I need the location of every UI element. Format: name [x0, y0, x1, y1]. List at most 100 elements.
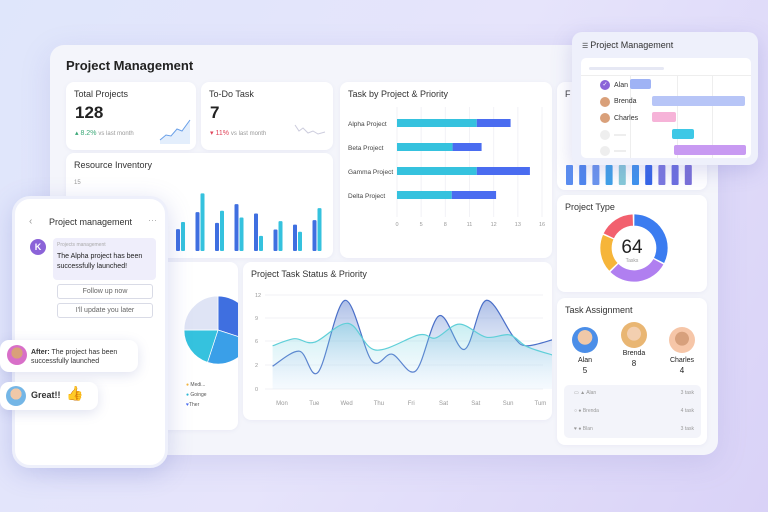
x-tick-label: Tue: [309, 401, 320, 407]
mini-bar: [592, 165, 600, 185]
donut-slice: [602, 213, 634, 240]
resource-bar: [278, 221, 283, 251]
person-count: 8: [631, 359, 637, 368]
follow-up-button[interactable]: Follow up now: [57, 284, 153, 299]
bar-segment: [397, 143, 453, 151]
message-bubble: Projects management The Alpha project ha…: [53, 238, 156, 280]
kpi-label: Total Projects: [74, 89, 129, 99]
legend-label: Goinge: [190, 392, 207, 398]
sparkline-down: [294, 124, 326, 135]
card-title: Resource Inventory: [74, 160, 153, 170]
gantt-row-name: Charles: [614, 114, 639, 122]
y-tick-label: 6: [255, 339, 258, 345]
resource-bar: [234, 204, 239, 251]
gantt-row[interactable]: Brenda: [600, 96, 637, 107]
x-tick-label: Sat: [471, 401, 480, 407]
gantt-row-name: [614, 133, 626, 136]
x-tick-label: 5: [420, 222, 423, 228]
more-icon[interactable]: ···: [148, 215, 157, 225]
y-tick-label: 9: [255, 316, 258, 322]
avatar-alan[interactable]: [572, 327, 598, 353]
kpi-value: 128: [75, 103, 104, 122]
bar-segment: [397, 119, 477, 127]
gantt-bar[interactable]: [651, 112, 676, 122]
legend-item: ● Goinge: [186, 392, 207, 398]
list-item[interactable]: ▭ ▲ Alan 3 task: [574, 390, 694, 396]
avatar-brenda[interactable]: [621, 322, 647, 348]
gridline: [712, 76, 713, 158]
donut-slice: [633, 213, 669, 264]
chat-text: Great!!: [31, 390, 61, 400]
chat-bubble-great: Great!! 👍: [0, 382, 98, 410]
legend-label: Medi...: [190, 382, 206, 388]
back-icon[interactable]: ‹: [29, 216, 33, 227]
resource-bar: [215, 222, 219, 251]
bar-segment: [476, 119, 511, 127]
pie-chart: [183, 295, 238, 365]
gantt-bar[interactable]: [651, 95, 745, 106]
resource-bar: [312, 220, 317, 251]
mini-bar: [645, 165, 653, 185]
gantt-row-name: Brenda: [614, 98, 637, 105]
assignment-list: ▭ ▲ Alan 3 task ○ ● Brenda 4 task ♥ ● Blan…: [564, 385, 701, 438]
list-item[interactable]: ○ ● Brenda 4 task: [574, 408, 694, 414]
pie-card: ● Medi... ● Goinge ♥Ther: [160, 262, 238, 430]
gantt-row[interactable]: ✓ Alan: [600, 80, 628, 90]
message-text: The Alpha project has been successfully …: [57, 253, 143, 270]
gantt-bar[interactable]: [673, 145, 747, 155]
gantt-bar[interactable]: [630, 79, 651, 89]
resource-bar: [200, 193, 205, 251]
project-type-donut: [599, 213, 669, 283]
check-icon: ✓: [600, 80, 610, 90]
sparkline-up: [159, 119, 191, 144]
y-tick-label: 12: [255, 293, 261, 299]
gantt-bar[interactable]: [672, 128, 695, 139]
resource-bar: [220, 210, 224, 251]
gantt-row[interactable]: [600, 146, 626, 156]
card-title: Task by Project & Priority: [348, 89, 449, 99]
update-later-button[interactable]: I'll update you later: [57, 303, 153, 318]
mini-bar: [684, 165, 692, 185]
card-title: Project Task Status & Priority: [251, 269, 367, 279]
row-name: Brenda: [582, 408, 599, 414]
row-tasks: 4 task: [680, 408, 694, 414]
divider: [581, 75, 751, 76]
gantt-panel: ☰ Project Management ✓ Alan Brenda Charles: [572, 32, 758, 165]
bar-segment: [476, 167, 530, 175]
donut-center-label: Tasks: [625, 258, 639, 264]
thumbs-up-icon: 👍: [66, 386, 84, 402]
gantt-row[interactable]: [600, 129, 626, 140]
mini-bar: [579, 165, 587, 185]
gantt-body: ✓ Alan Brenda Charles: [581, 58, 751, 158]
kpi-total-projects[interactable]: Total Projects 128 ▴ 8.2% vs last month: [66, 82, 196, 150]
resource-bar: [181, 221, 185, 251]
resource-bar: [254, 213, 258, 251]
donut-slice: [609, 258, 665, 283]
category-label: Beta Project: [348, 145, 384, 152]
task-status-card: Project Task Status & Priority 0 2 6 9 12 Mon…: [243, 262, 552, 420]
pie-slice: [217, 295, 238, 337]
kpi-compare: vs last month: [98, 131, 134, 137]
list-item[interactable]: ♥ ● Blan 3 task: [574, 426, 694, 432]
task-status-area-chart: 0 2 6 9 12 Mon Tue Wed Thu Fri Sat Sat Sun Tum: [255, 293, 552, 407]
task-by-project-card: Task by Project & Priority 0 5 8 11 12 13 16 Al…: [340, 82, 552, 258]
mini-bar: [632, 165, 639, 185]
category-label: Alpha Project: [348, 121, 387, 128]
gantt-row-name: [614, 150, 626, 152]
avatar: [600, 96, 610, 107]
page-title: Project Management: [66, 58, 194, 73]
gantt-row[interactable]: Charles: [600, 113, 638, 123]
kpi-todo[interactable]: To-Do Task 7 ▾ 11% vs last month: [201, 82, 333, 150]
x-tick-label: Mon: [276, 401, 288, 407]
row-name: Alan: [586, 390, 597, 396]
kpi-compare: vs last month: [230, 131, 267, 137]
card-title: Project Type: [565, 202, 615, 212]
avatar: [600, 113, 610, 123]
kpi-change: 8.2%: [80, 130, 97, 137]
series-area: [272, 323, 552, 389]
x-tick-label: 11: [467, 222, 473, 228]
gantt-title: Project Management: [590, 40, 674, 50]
kpi-label: To-Do Task: [209, 89, 254, 99]
avatar-charles[interactable]: [669, 327, 695, 353]
avatar: [600, 129, 610, 140]
